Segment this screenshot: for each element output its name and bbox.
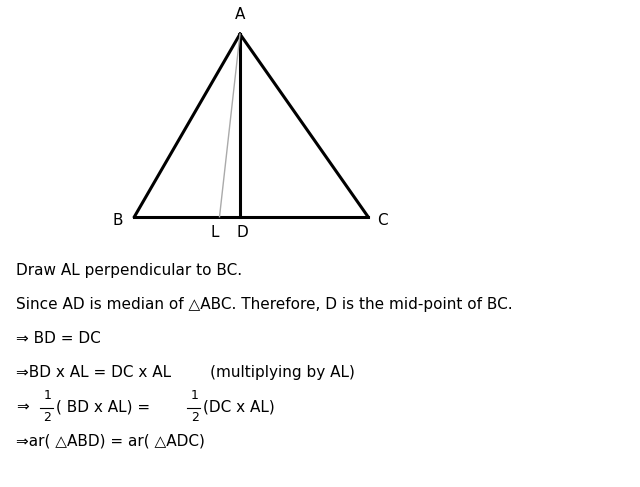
Text: C: C	[378, 213, 388, 227]
Text: ⇒: ⇒	[16, 399, 29, 414]
Text: B: B	[113, 213, 123, 227]
Text: Since AD is median of △ABC. Therefore, D is the mid-point of BC.: Since AD is median of △ABC. Therefore, D…	[16, 297, 513, 312]
Text: ( BD x AL) =: ( BD x AL) =	[56, 399, 150, 414]
Text: 2: 2	[44, 411, 51, 424]
Text: 1: 1	[191, 390, 198, 402]
Text: ⇒ BD = DC: ⇒ BD = DC	[16, 331, 100, 346]
Text: ⇒BD x AL = DC x AL        (multiplying by AL): ⇒BD x AL = DC x AL (multiplying by AL)	[16, 365, 355, 380]
Text: D: D	[236, 225, 248, 240]
Text: 1: 1	[44, 390, 51, 402]
Text: Draw AL perpendicular to BC.: Draw AL perpendicular to BC.	[16, 263, 242, 278]
Text: A: A	[235, 7, 245, 22]
Text: ⇒ar( △ABD) = ar( △ADC): ⇒ar( △ABD) = ar( △ADC)	[16, 433, 205, 448]
Text: (DC x AL): (DC x AL)	[203, 399, 275, 414]
Text: L: L	[211, 225, 220, 240]
Text: 2: 2	[191, 411, 198, 424]
